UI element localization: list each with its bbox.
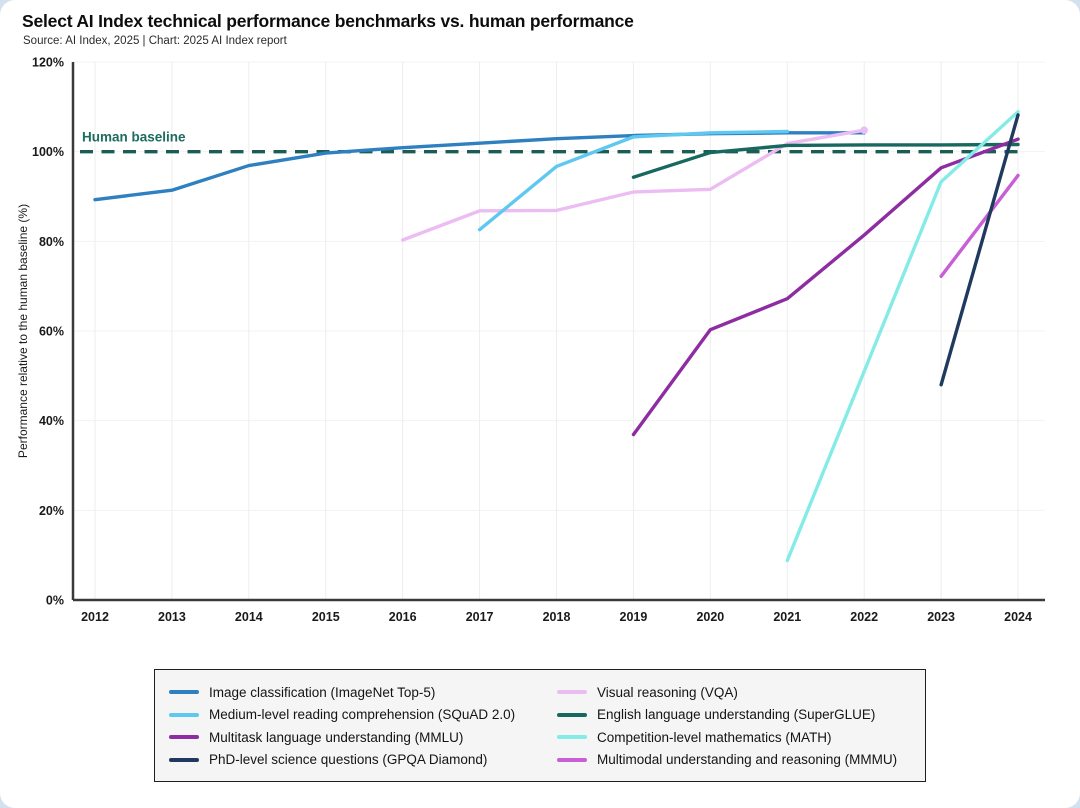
- legend-swatch: [169, 690, 199, 695]
- series-line-8: [939, 173, 1020, 279]
- series-line-5: [400, 128, 866, 242]
- legend-swatch: [557, 735, 587, 740]
- x-tick-label: 2022: [850, 610, 878, 624]
- legend-swatch: [169, 757, 199, 762]
- series-line-7: [785, 110, 1020, 563]
- legend-swatch: [169, 712, 199, 717]
- legend-item: PhD-level science questions (GPQA Diamon…: [169, 752, 557, 767]
- legend-item: Competition-level mathematics (MATH): [557, 730, 909, 745]
- legend-label: Multimodal understanding and reasoning (…: [597, 752, 898, 768]
- x-tick-label: 2018: [543, 610, 571, 624]
- series-line-4: [939, 113, 1020, 387]
- x-tick-label: 2014: [235, 610, 263, 624]
- y-tick-label: 120%: [32, 56, 64, 70]
- legend-swatch: [557, 757, 587, 762]
- legend-item: Multitask language understanding (MMLU): [169, 730, 557, 745]
- legend-item: Visual reasoning (VQA): [557, 685, 909, 700]
- y-tick-label: 40%: [39, 414, 64, 428]
- legend-swatch: [557, 712, 587, 717]
- legend-swatch: [557, 690, 587, 695]
- legend-label: Competition-level mathematics (MATH): [597, 729, 832, 745]
- chart-legend: Image classification (ImageNet Top-5) Med…: [154, 669, 926, 782]
- legend-item: Medium-level reading comprehension (SQuA…: [169, 707, 557, 722]
- chart-source-line: Source: AI Index, 2025 | Chart: 2025 AI …: [23, 35, 287, 47]
- legend-item: Image classification (ImageNet Top-5): [169, 685, 557, 700]
- legend-label: Visual reasoning (VQA): [597, 684, 738, 700]
- legend-label: PhD-level science questions (GPQA Diamon…: [209, 752, 488, 768]
- x-tick-label: 2021: [773, 610, 801, 624]
- x-tick-label: 2024: [1004, 610, 1032, 624]
- y-tick-label: 0%: [46, 594, 64, 608]
- legend-label: Medium-level reading comprehension (SQuA…: [209, 707, 516, 723]
- x-tick-label: 2016: [389, 610, 417, 624]
- legend-label: Multitask language understanding (MMLU): [209, 729, 464, 745]
- series-line-3: [631, 137, 1020, 437]
- y-tick-label: 100%: [32, 145, 64, 159]
- x-tick-label: 2023: [927, 610, 955, 624]
- human-baseline-label: Human baseline: [82, 130, 186, 145]
- legend-item: English language understanding (SuperGLU…: [557, 707, 909, 722]
- legend-swatch: [169, 735, 199, 740]
- x-tick-label: 2013: [158, 610, 186, 624]
- y-tick-label: 20%: [39, 504, 64, 518]
- x-tick-label: 2012: [81, 610, 109, 624]
- x-tick-label: 2017: [466, 610, 494, 624]
- series-line-2: [477, 129, 789, 232]
- y-tick-label: 60%: [39, 325, 64, 339]
- x-tick-label: 2019: [620, 610, 648, 624]
- y-axis-title: Performance relative to the human baseli…: [16, 204, 30, 458]
- chart-title: Select AI Index technical performance be…: [22, 11, 634, 31]
- legend-item: Multimodal understanding and reasoning (…: [557, 752, 909, 767]
- series-line-6: [631, 142, 1020, 179]
- legend-label: Image classification (ImageNet Top-5): [209, 684, 436, 700]
- legend-label: English language understanding (SuperGLU…: [597, 707, 876, 723]
- line-chart-plot: 0% 20% 40% 60% 80% 100% 120% 2012 2013 2014 2015 20…: [16, 56, 1045, 624]
- series-end-dot: [860, 126, 868, 134]
- y-tick-label: 80%: [39, 235, 64, 249]
- x-tick-label: 2020: [696, 610, 724, 624]
- x-tick-label: 2015: [312, 610, 340, 624]
